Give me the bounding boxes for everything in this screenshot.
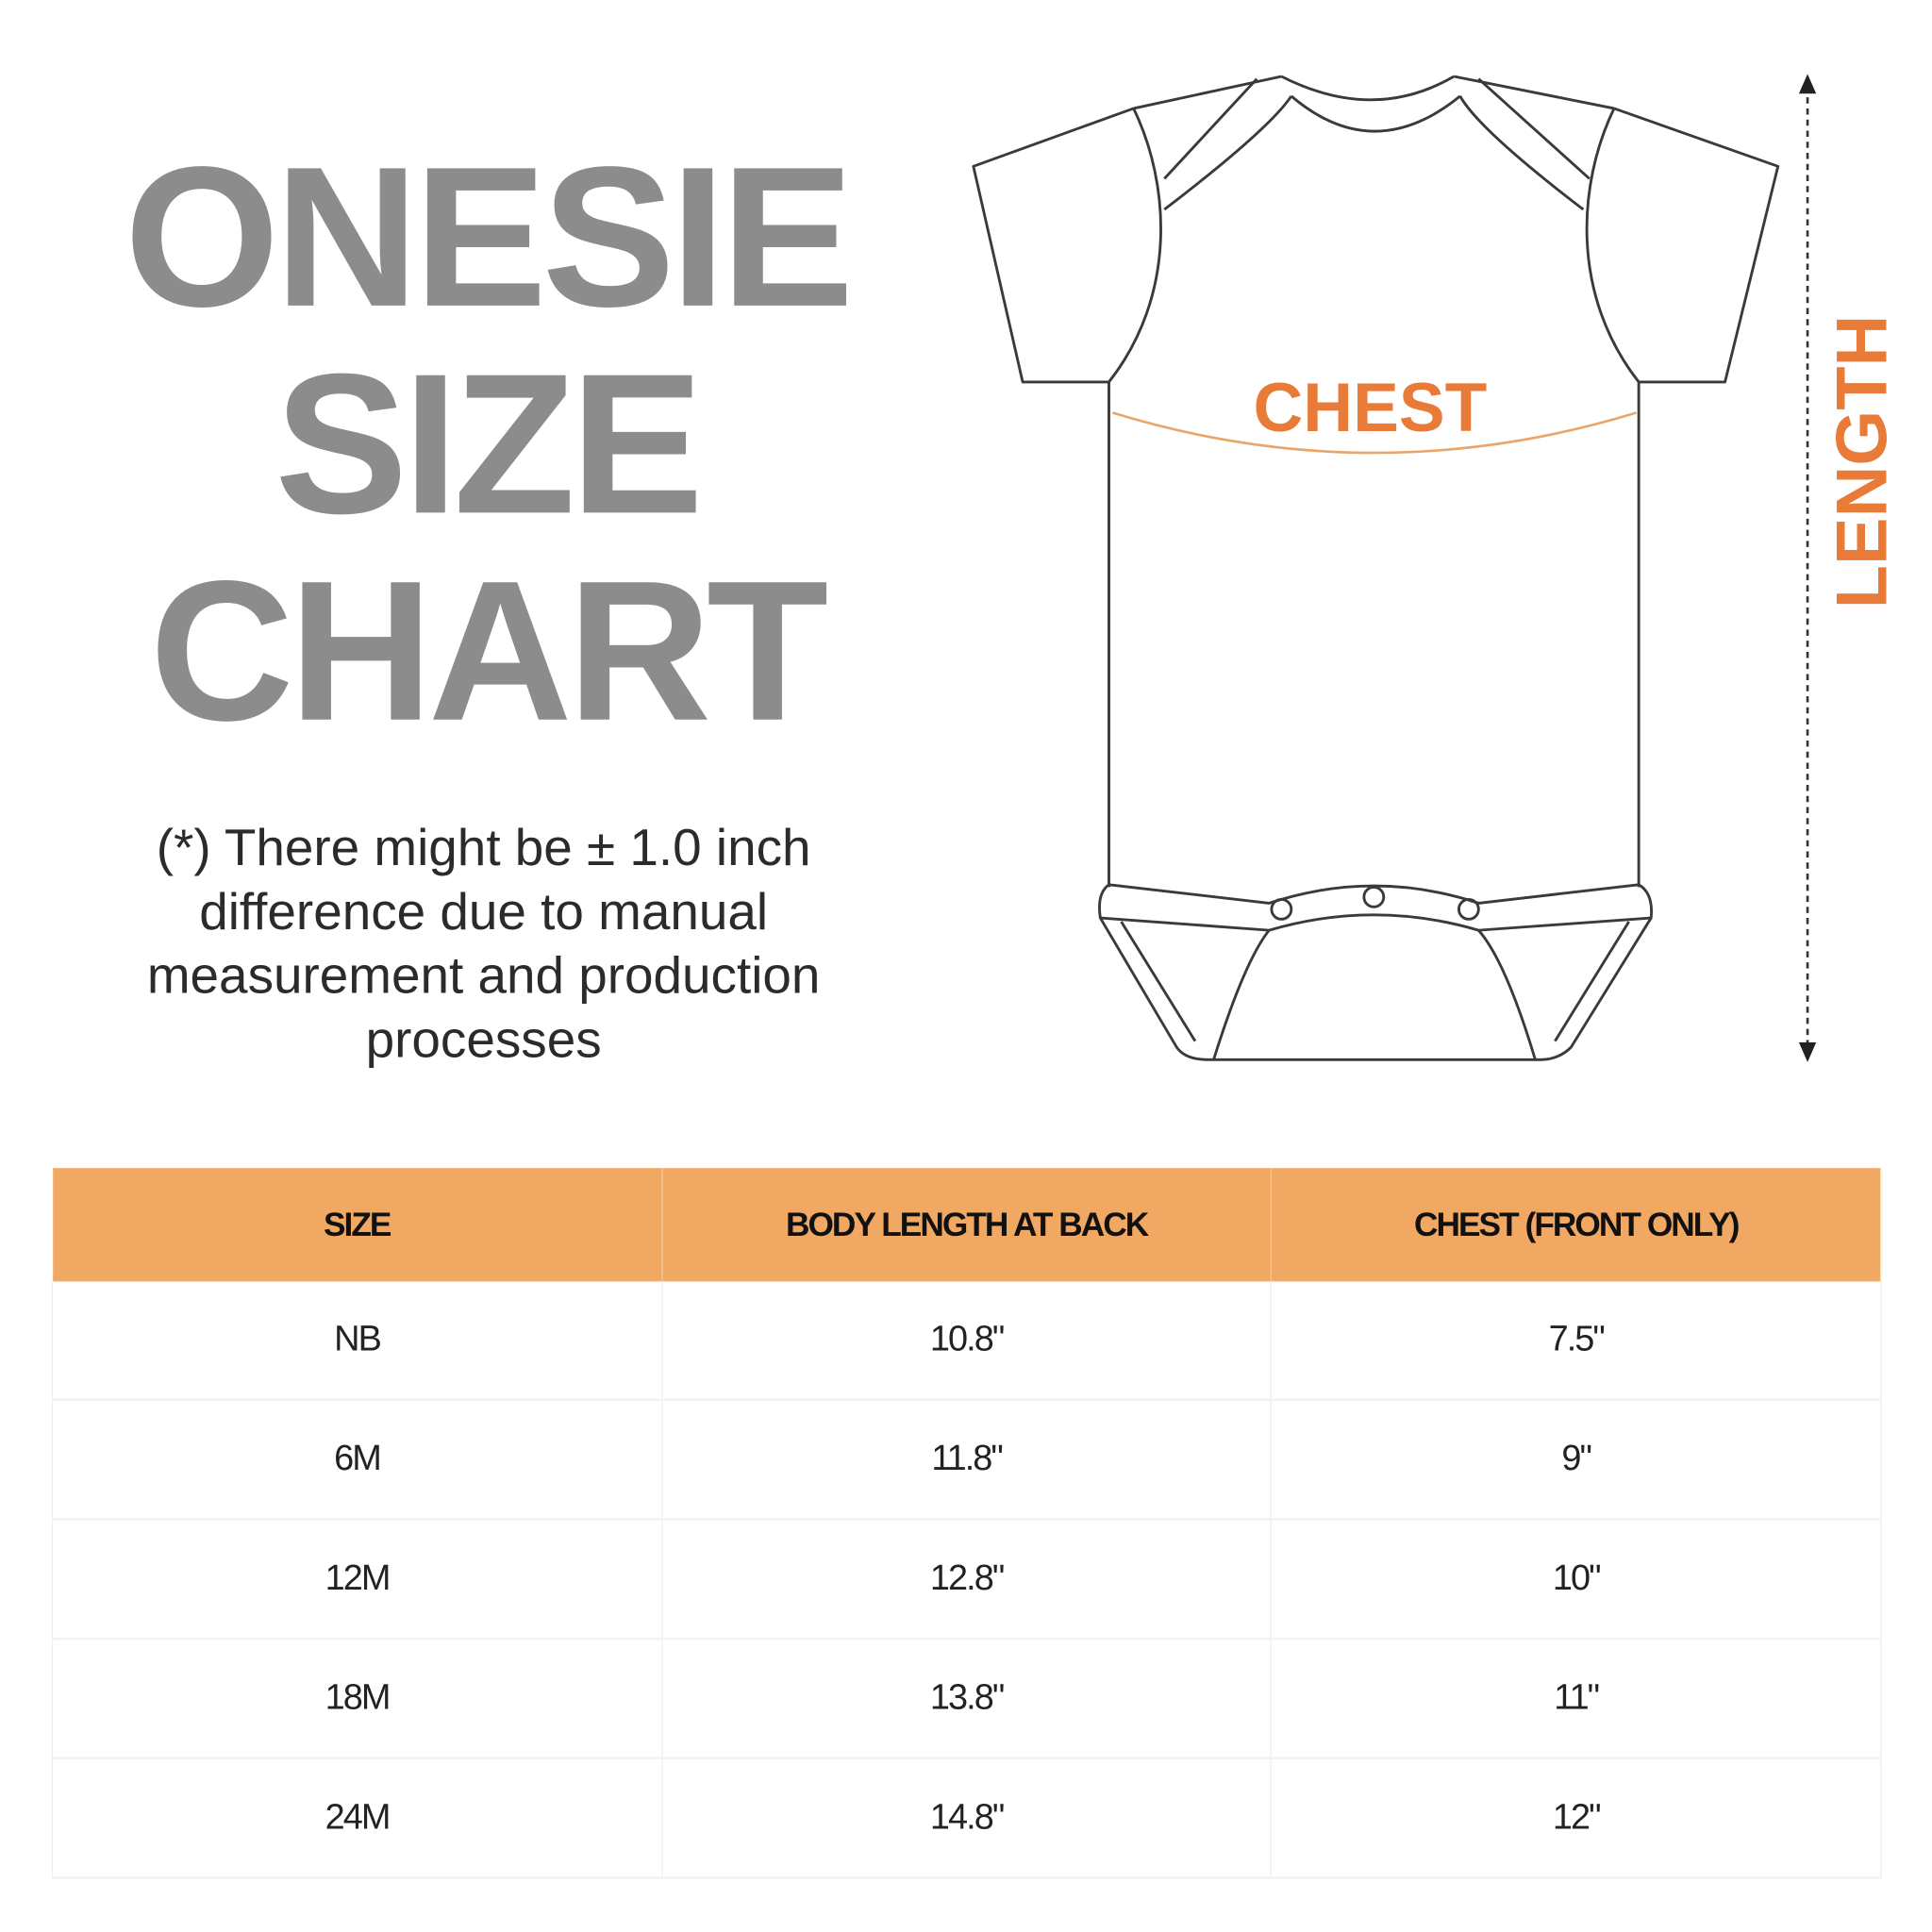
cell-length: 11.8" <box>660 1399 1273 1521</box>
table-row: 18M 13.8" 11" <box>51 1639 1882 1760</box>
size-table: SIZE BODY LENGTH AT BACK CHEST (FRONT ON… <box>51 1168 1882 1879</box>
table-row: 6M 11.8" 9" <box>51 1399 1882 1521</box>
length-label: LENGTH <box>1822 314 1903 609</box>
cell-size: 18M <box>51 1639 663 1760</box>
header-body-length: BODY LENGTH AT BACK <box>661 1168 1273 1282</box>
length-arrow <box>1798 74 1817 1062</box>
cell-size: 24M <box>51 1757 663 1879</box>
chest-measure-line <box>1112 411 1637 455</box>
title-line-1: ONESIE <box>124 125 854 349</box>
header-chest: CHEST (FRONT ONLY) <box>1271 1168 1882 1282</box>
table-header-row: SIZE BODY LENGTH AT BACK CHEST (FRONT ON… <box>52 1168 1882 1282</box>
title-line-3: CHART <box>149 540 829 763</box>
measurement-note: (*) There might be ± 1.0 inch difference… <box>146 818 821 1069</box>
cell-size: 12M <box>51 1519 663 1641</box>
table-row: NB 10.8" 7.5" <box>51 1281 1882 1402</box>
chest-label: CHEST <box>1253 370 1487 446</box>
cell-size: NB <box>51 1281 663 1402</box>
onesie-outline <box>972 75 1780 1061</box>
cell-length: 10.8" <box>660 1281 1273 1402</box>
cell-length: 14.8" <box>660 1757 1273 1879</box>
onesie-diagram: CHEST <box>972 74 1817 1062</box>
cell-chest: 11" <box>1271 1639 1882 1760</box>
title-line-2: SIZE <box>275 332 704 557</box>
table-row: 24M 14.8" 12" <box>51 1757 1882 1879</box>
cell-size: 6M <box>51 1399 663 1521</box>
cell-chest: 7.5" <box>1271 1281 1882 1402</box>
cell-chest: 12" <box>1271 1757 1882 1879</box>
table-row: 12M 12.8" 10" <box>51 1519 1882 1641</box>
cell-chest: 9" <box>1271 1399 1882 1521</box>
cell-length: 13.8" <box>660 1639 1273 1760</box>
cell-chest: 10" <box>1271 1519 1882 1641</box>
cell-length: 12.8" <box>660 1519 1273 1641</box>
header-size: SIZE <box>52 1168 663 1282</box>
